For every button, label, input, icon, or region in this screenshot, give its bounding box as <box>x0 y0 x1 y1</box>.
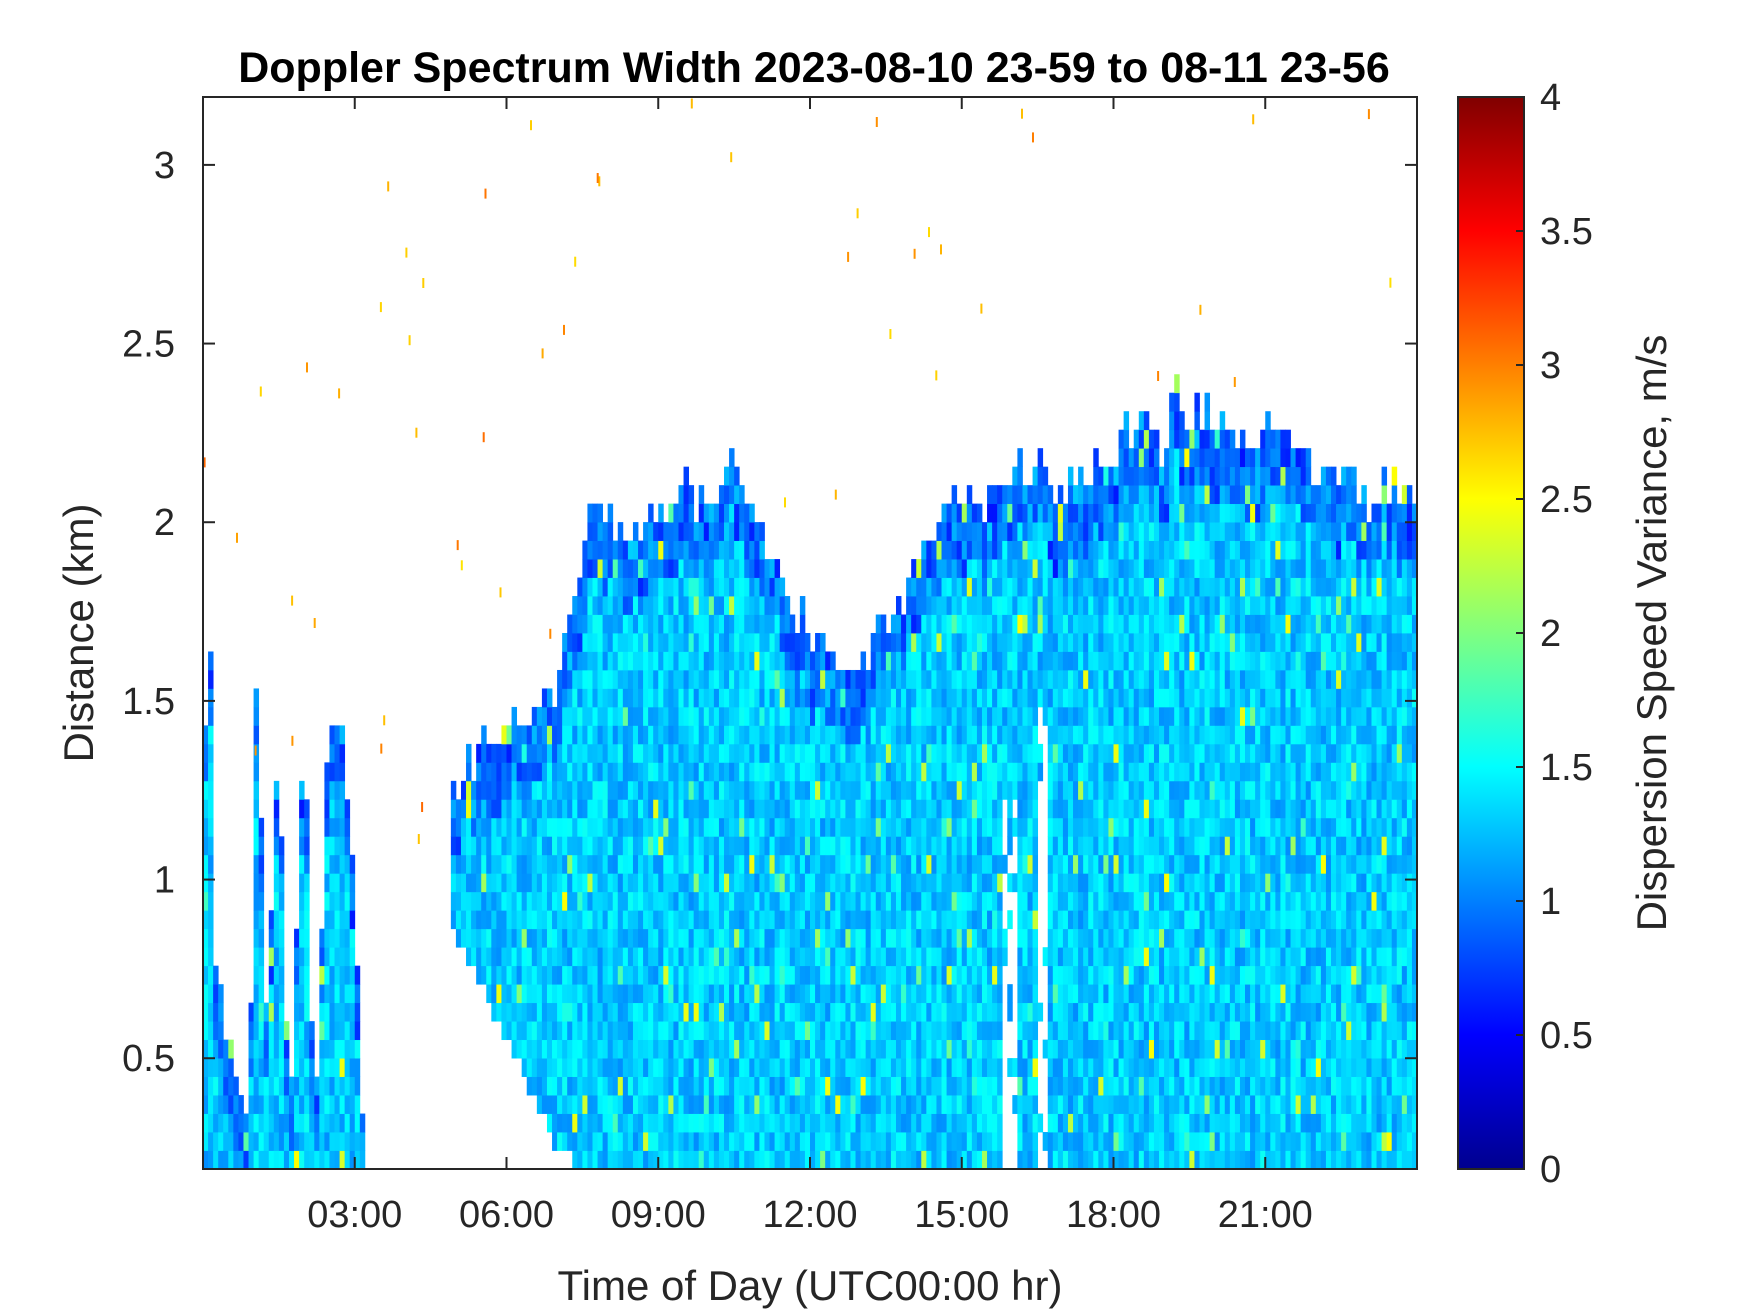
y-axis-ticks: 0.5 1 1.5 2 2.5 3 <box>122 145 1417 1080</box>
colorbar-gradient <box>1457 96 1525 1170</box>
y-tick-label: 2.5 <box>122 324 175 366</box>
heatmap-cells <box>203 374 1418 1170</box>
x-tick-label: 03:00 <box>307 1194 402 1236</box>
colorbar-tick-label: 1.5 <box>1540 747 1593 789</box>
x-tick-label: 12:00 <box>762 1194 857 1236</box>
x-tick-label: 15:00 <box>914 1194 1009 1236</box>
x-tick-label: 09:00 <box>611 1194 706 1236</box>
y-tick-label: 1 <box>154 860 175 902</box>
x-axis-ticks: 03:00 06:00 09:00 12:00 15:00 18:00 21:00 <box>307 97 1313 1236</box>
chart-title: Doppler Spectrum Width 2023-08-10 23-59 … <box>238 44 1390 92</box>
x-tick-label: 18:00 <box>1066 1194 1161 1236</box>
colorbar-tick-label: 4 <box>1540 77 1561 119</box>
y-tick-label: 1.5 <box>122 681 175 723</box>
colorbar-tick-label: 2.5 <box>1540 479 1593 521</box>
x-axis-label: Time of Day (UTC00:00 hr) <box>558 1262 1063 1309</box>
x-tick-label: 21:00 <box>1218 1194 1313 1236</box>
colorbar-tick-label: 0.5 <box>1540 1015 1593 1057</box>
colorbar-ticks: 0 0.5 1 1.5 2 2.5 3 3.5 4 <box>1516 77 1593 1191</box>
y-tick-label: 2 <box>154 502 175 544</box>
noise-speckles <box>203 98 1392 844</box>
colorbar-tick-label: 3 <box>1540 345 1561 387</box>
colorbar-tick-label: 2 <box>1540 613 1561 655</box>
colorbar-label: Dispersion Speed Variance, m/s <box>1628 335 1675 932</box>
y-tick-label: 3 <box>154 145 175 187</box>
colorbar: 0 0.5 1 1.5 2 2.5 3 3.5 4 <box>1457 77 1593 1191</box>
plot-area <box>202 96 1418 1170</box>
y-axis-label: Distance (km) <box>55 503 102 762</box>
colorbar-tick-label: 3.5 <box>1540 211 1593 253</box>
y-tick-label: 0.5 <box>122 1038 175 1080</box>
x-tick-label: 06:00 <box>459 1194 554 1236</box>
colorbar-tick-label: 0 <box>1540 1149 1561 1191</box>
colorbar-tick-label: 1 <box>1540 881 1561 923</box>
